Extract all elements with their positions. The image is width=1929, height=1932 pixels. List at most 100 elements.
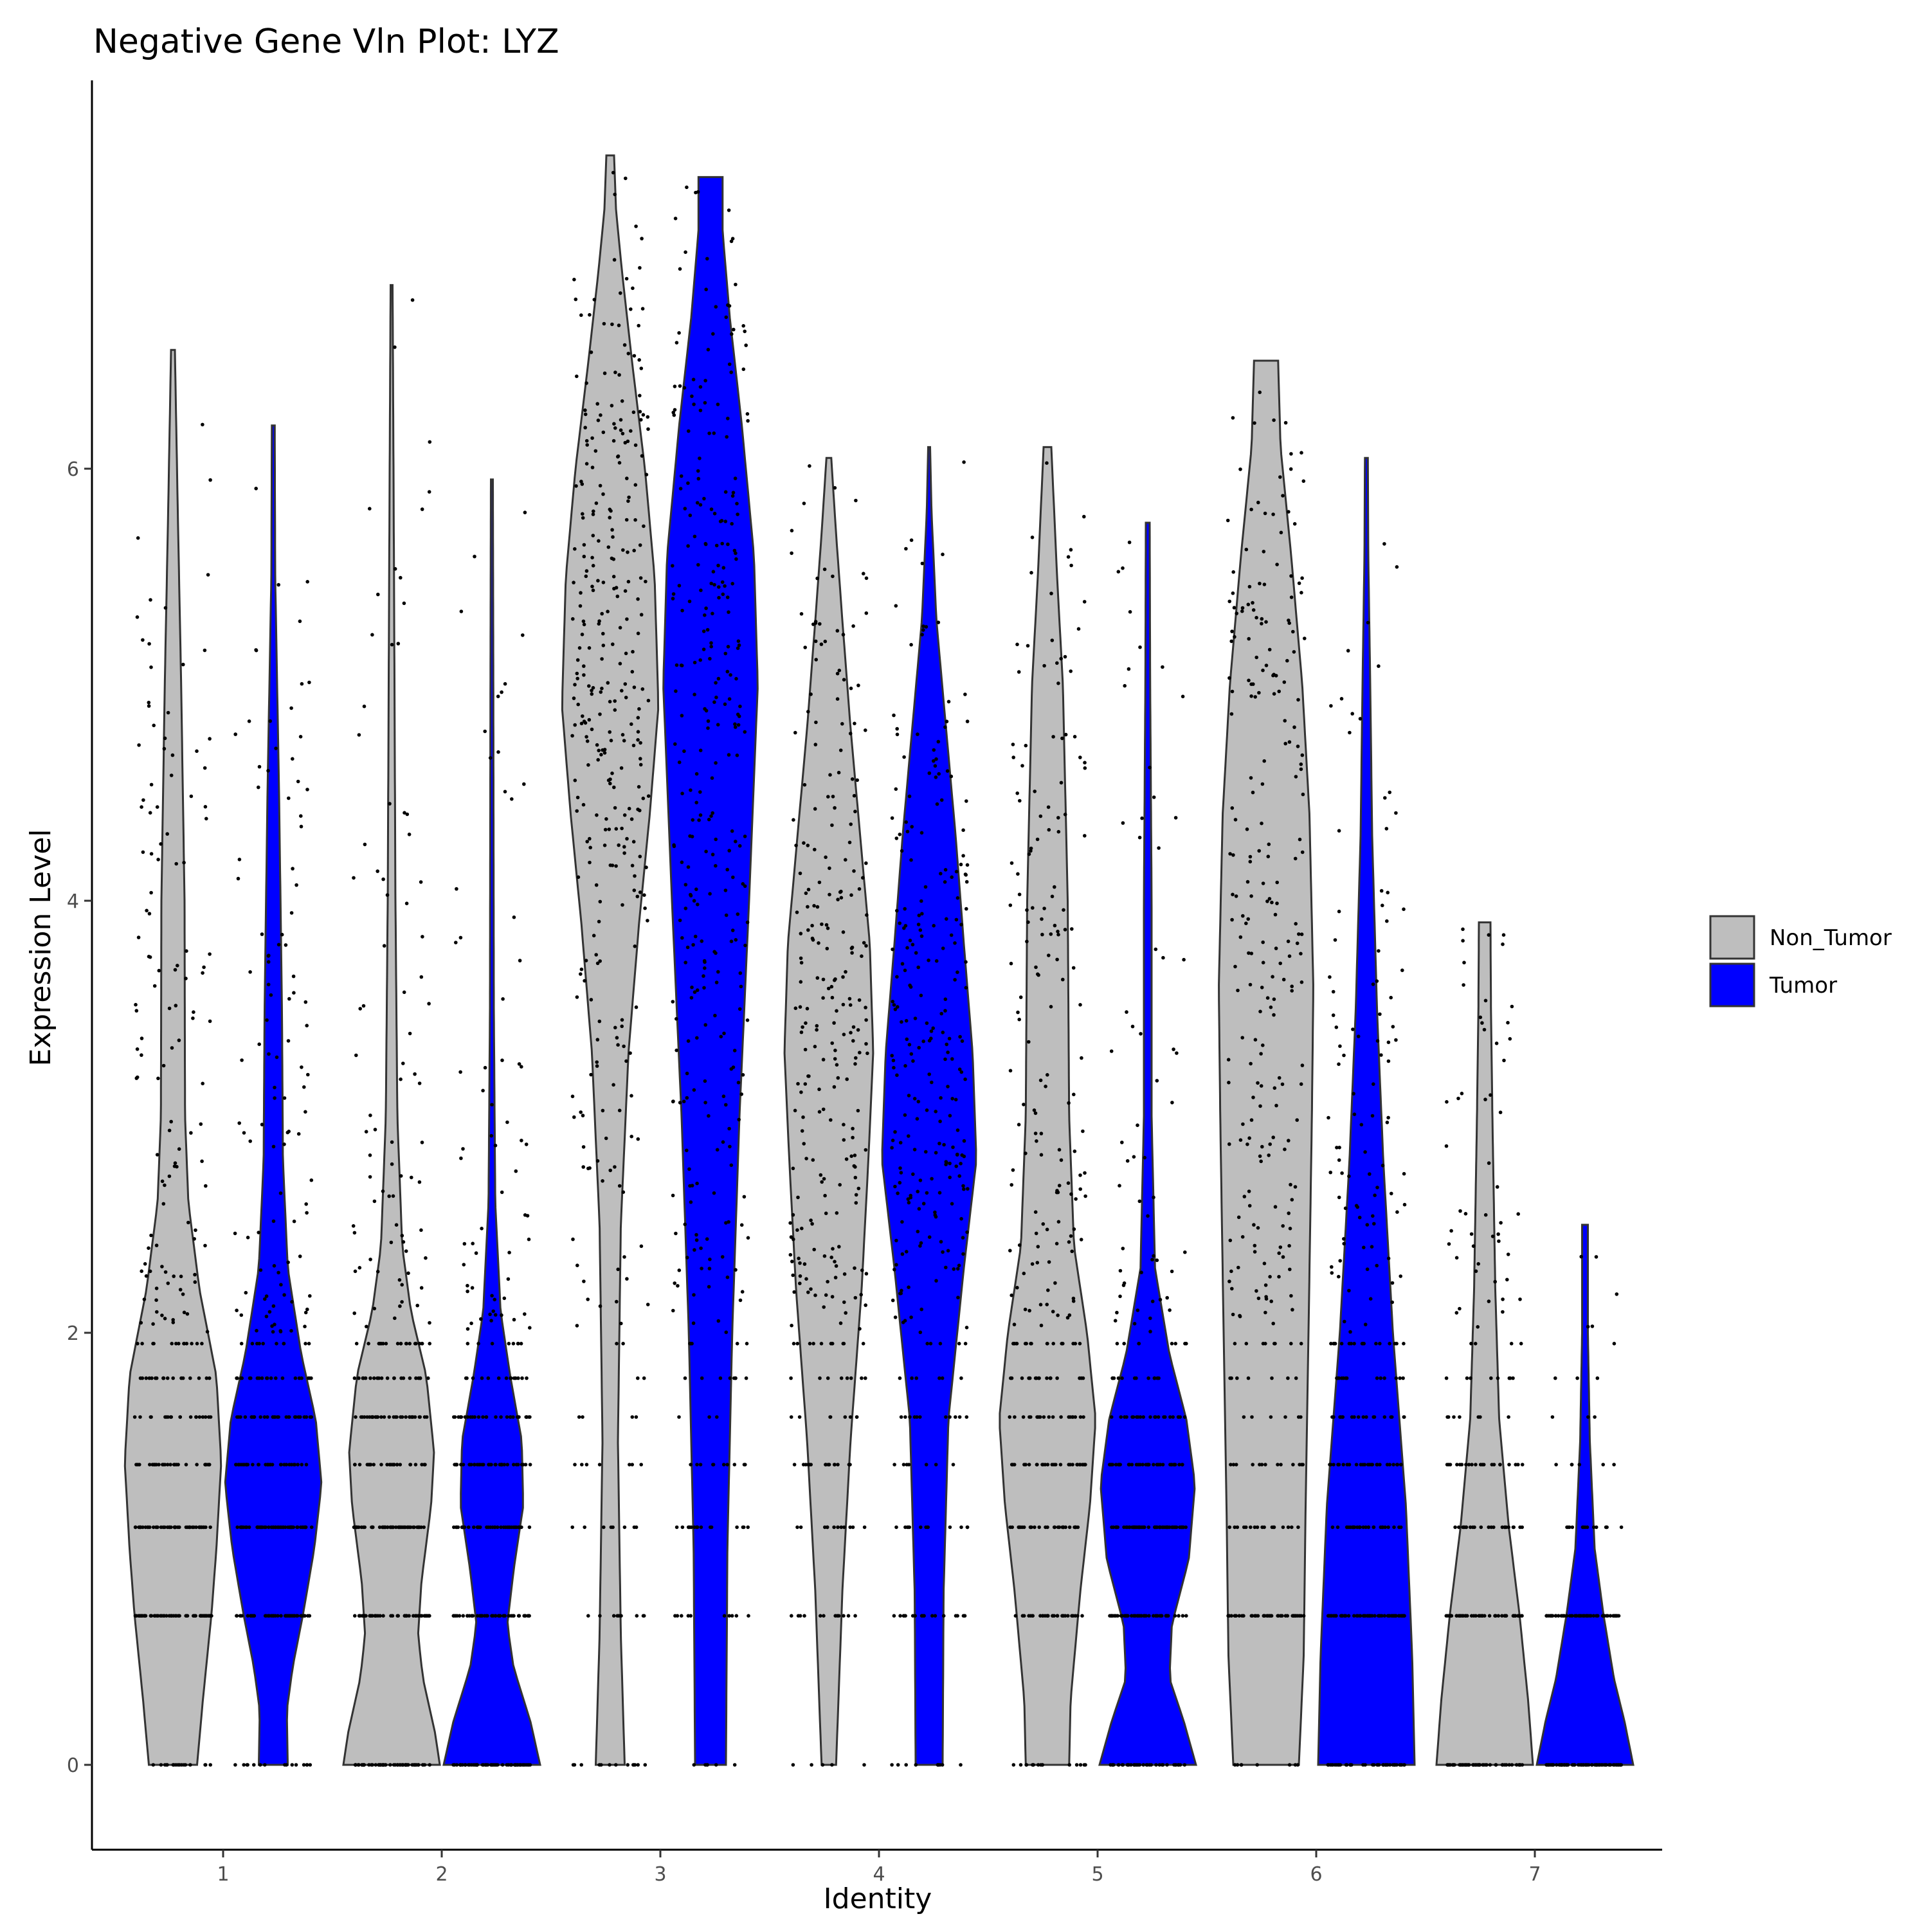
data-point	[276, 582, 281, 587]
data-point	[284, 943, 288, 947]
data-point	[727, 697, 732, 701]
data-point	[514, 1763, 518, 1767]
data-point	[1357, 1215, 1362, 1220]
data-point	[600, 657, 604, 661]
data-point	[139, 1614, 143, 1618]
data-point	[239, 1342, 244, 1346]
data-point	[520, 1065, 523, 1069]
data-point	[1122, 1281, 1127, 1285]
data-point	[1019, 1763, 1023, 1767]
data-point	[955, 1614, 959, 1618]
data-point	[636, 1376, 640, 1380]
data-point	[841, 1002, 846, 1007]
data-point	[1340, 1171, 1344, 1175]
data-point	[208, 952, 212, 956]
data-point	[239, 1525, 242, 1530]
data-point	[410, 1175, 413, 1180]
data-point	[864, 944, 868, 948]
data-point	[643, 1763, 648, 1767]
data-point	[1024, 1151, 1028, 1155]
data-point	[606, 681, 610, 685]
data-point	[611, 1083, 615, 1087]
data-point	[141, 798, 145, 802]
data-point	[856, 1186, 861, 1191]
data-point	[860, 1268, 864, 1272]
data-point	[945, 917, 948, 921]
data-point	[732, 1463, 737, 1467]
data-point	[1291, 629, 1295, 634]
data-point	[1233, 1614, 1237, 1618]
data-point	[799, 612, 804, 616]
data-point	[199, 1122, 203, 1126]
data-point	[820, 922, 824, 926]
data-point	[374, 1415, 377, 1419]
data-point	[736, 912, 740, 916]
data-point	[692, 899, 696, 903]
data-point	[1233, 818, 1238, 822]
data-point	[1245, 1142, 1249, 1146]
data-point	[732, 1049, 737, 1052]
data-point	[1301, 1614, 1306, 1618]
data-point	[624, 1059, 628, 1063]
data-point	[1073, 1415, 1078, 1419]
data-point	[639, 418, 643, 422]
data-point	[864, 1272, 869, 1276]
data-point	[1073, 735, 1077, 739]
data-point	[718, 1376, 723, 1380]
data-point	[1240, 1036, 1244, 1040]
data-point	[1029, 1342, 1033, 1346]
data-point	[1303, 636, 1307, 640]
data-point	[1372, 1415, 1375, 1419]
data-point	[830, 1342, 835, 1346]
data-point	[1375, 1263, 1379, 1268]
data-point	[201, 971, 204, 975]
data-point	[930, 1177, 934, 1181]
data-point	[379, 1415, 383, 1419]
data-point	[714, 837, 718, 842]
data-point	[611, 170, 615, 175]
data-point	[1458, 1415, 1462, 1419]
data-point	[685, 1096, 689, 1100]
data-point	[1365, 1614, 1370, 1618]
data-point	[931, 1026, 935, 1030]
data-point	[379, 1376, 384, 1380]
data-point	[849, 1154, 853, 1159]
data-point	[1050, 894, 1055, 899]
data-point	[892, 1267, 896, 1272]
data-point	[1402, 1171, 1406, 1176]
data-point	[149, 665, 153, 669]
data-point	[671, 1193, 675, 1198]
data-point	[265, 1018, 269, 1022]
data-point	[1392, 1525, 1396, 1530]
data-point	[927, 1235, 932, 1239]
data-point	[1264, 620, 1268, 624]
data-point	[260, 1376, 264, 1380]
data-point	[249, 1376, 253, 1380]
data-point	[851, 1126, 855, 1131]
data-point	[1239, 1763, 1244, 1767]
data-point	[905, 1250, 909, 1254]
data-point	[699, 1246, 703, 1250]
data-point	[142, 1614, 146, 1618]
data-point	[913, 1614, 917, 1618]
data-point	[1345, 1525, 1349, 1530]
data-point	[273, 1085, 276, 1090]
data-point	[960, 1039, 964, 1043]
data-point	[408, 1415, 412, 1419]
data-point	[361, 1004, 366, 1008]
data-point	[1173, 1614, 1177, 1618]
points-layer	[132, 170, 1624, 1767]
data-point	[595, 813, 599, 817]
x-tick-label: 1	[217, 1863, 229, 1886]
data-point	[703, 541, 708, 546]
data-point	[1500, 1525, 1505, 1530]
data-point	[802, 782, 807, 787]
data-point	[149, 598, 152, 602]
data-point	[1067, 1240, 1071, 1244]
data-point	[1281, 1255, 1285, 1259]
data-point	[964, 873, 968, 877]
data-point	[177, 1614, 181, 1618]
data-point	[611, 557, 616, 561]
data-point	[1262, 1261, 1267, 1265]
data-point	[1518, 1297, 1522, 1301]
